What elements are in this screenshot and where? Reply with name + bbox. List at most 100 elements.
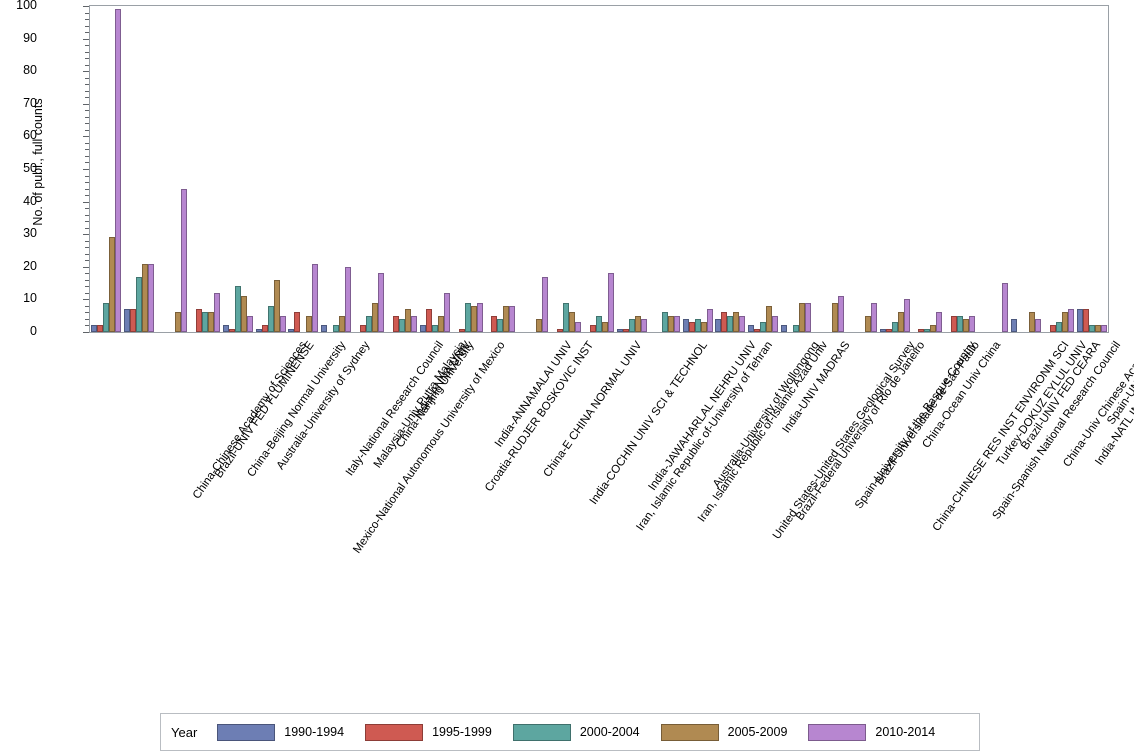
legend-item[interactable]: 2005-2009 xyxy=(660,723,788,741)
bar xyxy=(673,315,680,332)
y-tick-minor xyxy=(85,318,89,320)
x-tick-label: Iran, Islamic Republic of-University of … xyxy=(634,339,776,534)
bar xyxy=(181,188,188,332)
bar xyxy=(557,328,564,332)
bar xyxy=(425,309,432,332)
chart-legend: Year 1990-1994 1995-1999 2000-2004 2005-200… xyxy=(160,713,980,751)
y-tick-major xyxy=(83,6,89,7)
y-tick-label: 10 xyxy=(23,291,37,306)
bar xyxy=(1082,309,1089,332)
bar xyxy=(1061,312,1068,332)
bar xyxy=(345,266,352,332)
bar xyxy=(321,325,328,332)
x-tick-label: India-COCHIN UNIV SCI & TECHNOL xyxy=(588,339,711,507)
bar xyxy=(306,315,313,332)
bar xyxy=(924,328,931,332)
bar xyxy=(333,325,340,332)
bar-group xyxy=(681,6,714,332)
bar-group xyxy=(714,6,747,332)
bar xyxy=(781,325,788,332)
y-tick-minor xyxy=(85,155,89,157)
bar xyxy=(793,325,800,332)
bar xyxy=(1010,318,1017,332)
y-tick-minor xyxy=(85,64,89,66)
bar xyxy=(542,276,549,332)
bar xyxy=(392,315,399,332)
y-tick-minor xyxy=(85,260,89,262)
x-tick-label: Croatia-RUDJER BOSKOVIC INST xyxy=(482,339,597,494)
x-tick-label: India-NATL INST OCEANOG xyxy=(1093,339,1134,468)
bar xyxy=(148,263,155,332)
bar xyxy=(222,325,229,332)
x-tick-label: Australia-University of Wollongong xyxy=(710,339,822,491)
x-tick-label: Turkey-DOKUZ EYLUL UNIV xyxy=(994,339,1091,469)
x-tick-label: India-UNIV MADRAS xyxy=(780,339,853,436)
y-tick-major xyxy=(83,201,89,203)
bar xyxy=(115,9,122,332)
y-tick-minor xyxy=(85,253,89,255)
legend-item[interactable]: 1995-1999 xyxy=(365,723,492,741)
bar xyxy=(721,312,728,332)
x-tick-label: China-Ocean Univ China xyxy=(920,339,1003,451)
legend-item[interactable]: 2010-2014 xyxy=(808,723,935,741)
bar xyxy=(366,315,373,332)
x-tick-label: China-Beijing Normal University xyxy=(245,339,349,480)
bar xyxy=(688,322,695,332)
x-tick-label: United States-United States Geological S… xyxy=(770,339,918,542)
bar xyxy=(589,325,596,332)
x-tick-label: China-CHINESE RES INST ENVIRONM SCI xyxy=(930,339,1072,534)
bar xyxy=(213,292,220,332)
bar xyxy=(963,318,970,332)
bar xyxy=(897,312,904,332)
bar xyxy=(930,325,937,332)
bar xyxy=(682,318,689,332)
y-tick-minor xyxy=(85,247,89,249)
bar xyxy=(503,305,510,332)
bar xyxy=(760,322,767,332)
y-tick-minor xyxy=(85,25,89,27)
legend-item[interactable]: 1990-1994 xyxy=(217,723,344,741)
y-tick-major xyxy=(83,299,89,301)
plot-area xyxy=(89,5,1109,333)
x-tick-label: Brazil-Universidade de São Paulo xyxy=(873,339,983,488)
bar-group xyxy=(287,6,320,332)
y-tick-major xyxy=(83,136,89,138)
bar xyxy=(733,312,740,332)
bar-group xyxy=(911,6,944,332)
x-tick-label: Spain-Spanish National Research Council xyxy=(990,339,1123,522)
y-tick-major xyxy=(83,103,89,105)
bar xyxy=(536,318,543,332)
bar xyxy=(279,315,286,332)
bar xyxy=(805,302,812,332)
bar xyxy=(1002,283,1009,332)
bar xyxy=(628,318,635,332)
bar xyxy=(870,302,877,332)
bar xyxy=(470,305,477,332)
x-tick-label: Mexico-National Autonomous University of… xyxy=(350,339,508,556)
y-tick-minor xyxy=(85,162,89,164)
bar-group xyxy=(320,6,353,332)
bar-group xyxy=(615,6,648,332)
bar xyxy=(563,302,570,332)
bar-group xyxy=(583,6,616,332)
bar xyxy=(255,328,262,332)
bar xyxy=(1055,322,1062,332)
y-tick-minor xyxy=(85,149,89,151)
y-tick-minor xyxy=(85,77,89,79)
legend-label: 2005-2009 xyxy=(727,725,788,739)
bar xyxy=(879,328,886,332)
legend-label: 1995-1999 xyxy=(432,725,492,739)
bar xyxy=(1094,325,1101,332)
bar-group xyxy=(189,6,222,332)
bar xyxy=(766,305,773,332)
bar xyxy=(595,315,602,332)
bar-group xyxy=(780,6,813,332)
bar xyxy=(634,315,641,332)
bar xyxy=(1049,325,1056,332)
legend-item[interactable]: 2000-2004 xyxy=(512,723,640,741)
bar xyxy=(616,328,623,332)
bar xyxy=(419,325,426,332)
y-tick-minor xyxy=(85,12,89,14)
bar xyxy=(234,286,241,332)
